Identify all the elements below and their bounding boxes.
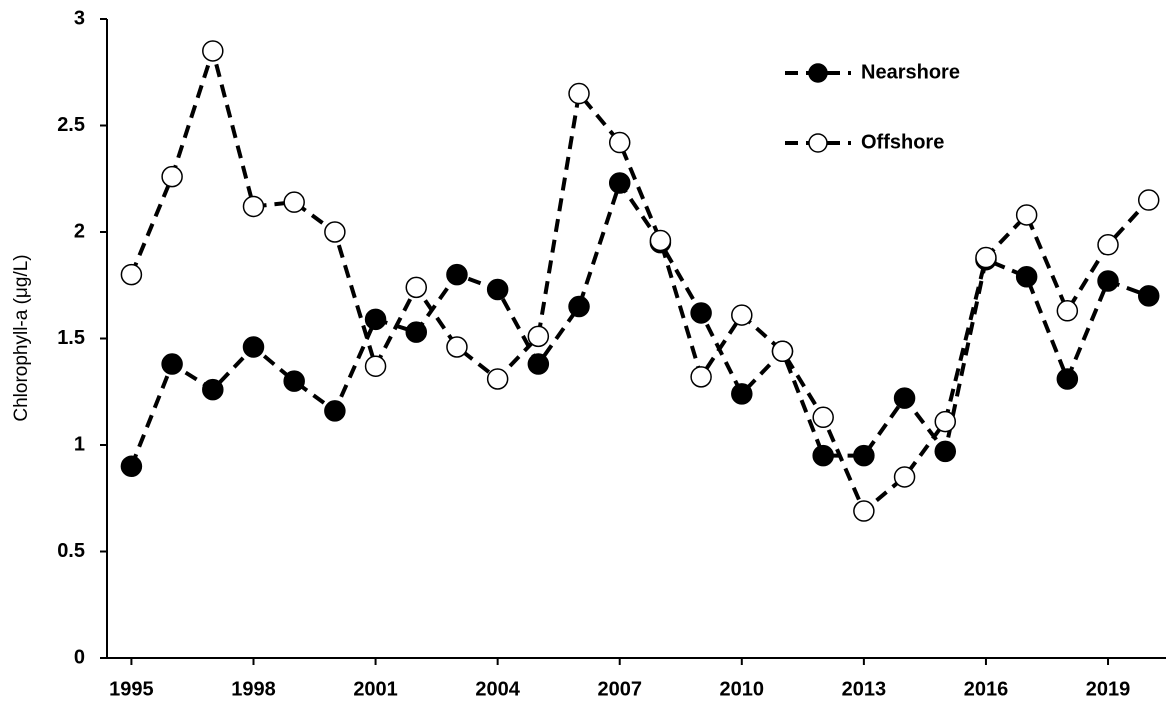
- point: [731, 304, 753, 326]
- point: [161, 165, 183, 188]
- point: [324, 221, 346, 243]
- x-tick-label: 2019: [1086, 678, 1131, 700]
- point: [812, 444, 834, 467]
- x-tick-label: 2004: [475, 678, 520, 700]
- point: [934, 410, 957, 433]
- point: [975, 246, 997, 269]
- point: [934, 440, 957, 463]
- point: [446, 336, 468, 358]
- point: [405, 321, 428, 343]
- point: [405, 276, 428, 299]
- series-line: [129, 43, 1151, 515]
- legend-label: Nearshore: [861, 61, 960, 83]
- x-tick-label: 2007: [597, 678, 642, 700]
- point: [242, 336, 265, 358]
- point: [1015, 265, 1038, 288]
- point: [1097, 234, 1119, 256]
- legend-marker: [808, 133, 828, 153]
- point: [1137, 189, 1160, 211]
- point: [527, 325, 550, 348]
- point: [120, 455, 143, 478]
- y-axis-label: Chlorophyll-a (μg/L): [11, 254, 32, 421]
- point: [690, 366, 712, 388]
- point: [364, 308, 387, 331]
- point: [486, 368, 509, 390]
- point: [771, 340, 794, 363]
- x-tick-label: 2013: [842, 678, 887, 700]
- y-tick-label: 2.5: [57, 114, 85, 136]
- point: [446, 263, 468, 286]
- x-tick-label: 1998: [231, 678, 276, 700]
- point: [690, 302, 712, 324]
- point: [853, 500, 875, 522]
- point: [893, 387, 916, 409]
- point: [649, 229, 672, 252]
- point: [1056, 300, 1079, 322]
- point: [1015, 204, 1038, 226]
- point: [568, 295, 590, 318]
- y-tick-label: 0: [74, 646, 85, 668]
- point: [324, 400, 346, 422]
- point: [1056, 368, 1079, 390]
- point: [568, 82, 590, 105]
- x-tick-label: 2016: [964, 678, 1009, 700]
- point: [120, 263, 143, 286]
- point: [1137, 285, 1160, 307]
- point: [283, 191, 305, 213]
- point: [364, 355, 387, 377]
- point: [527, 353, 550, 375]
- x-tick-label: 1995: [109, 678, 154, 700]
- point: [853, 444, 875, 467]
- legend-marker: [808, 63, 828, 83]
- point: [161, 353, 183, 375]
- y-tick-label: 2: [74, 220, 85, 242]
- y-tick-label: 1.5: [57, 327, 85, 349]
- x-tick-label: 2010: [720, 678, 765, 700]
- point: [242, 195, 265, 218]
- x-tick-label: 2001: [353, 678, 398, 700]
- point: [731, 383, 753, 405]
- point: [1097, 270, 1119, 292]
- point: [893, 466, 916, 488]
- y-tick-label: 0.5: [57, 540, 85, 562]
- point: [202, 40, 224, 62]
- point: [608, 131, 631, 154]
- point: [486, 278, 509, 301]
- y-tick-label: 1: [74, 433, 85, 455]
- point: [283, 370, 305, 392]
- point: [812, 406, 834, 429]
- legend-label: Offshore: [861, 131, 944, 153]
- point: [202, 378, 224, 401]
- y-tick-label: 3: [74, 7, 85, 29]
- point: [608, 172, 631, 194]
- series-line: [129, 178, 1150, 468]
